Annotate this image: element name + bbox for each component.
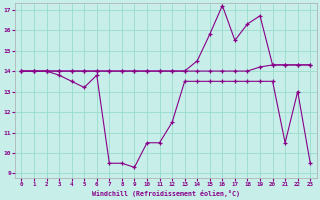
X-axis label: Windchill (Refroidissement éolien,°C): Windchill (Refroidissement éolien,°C) — [92, 190, 240, 197]
